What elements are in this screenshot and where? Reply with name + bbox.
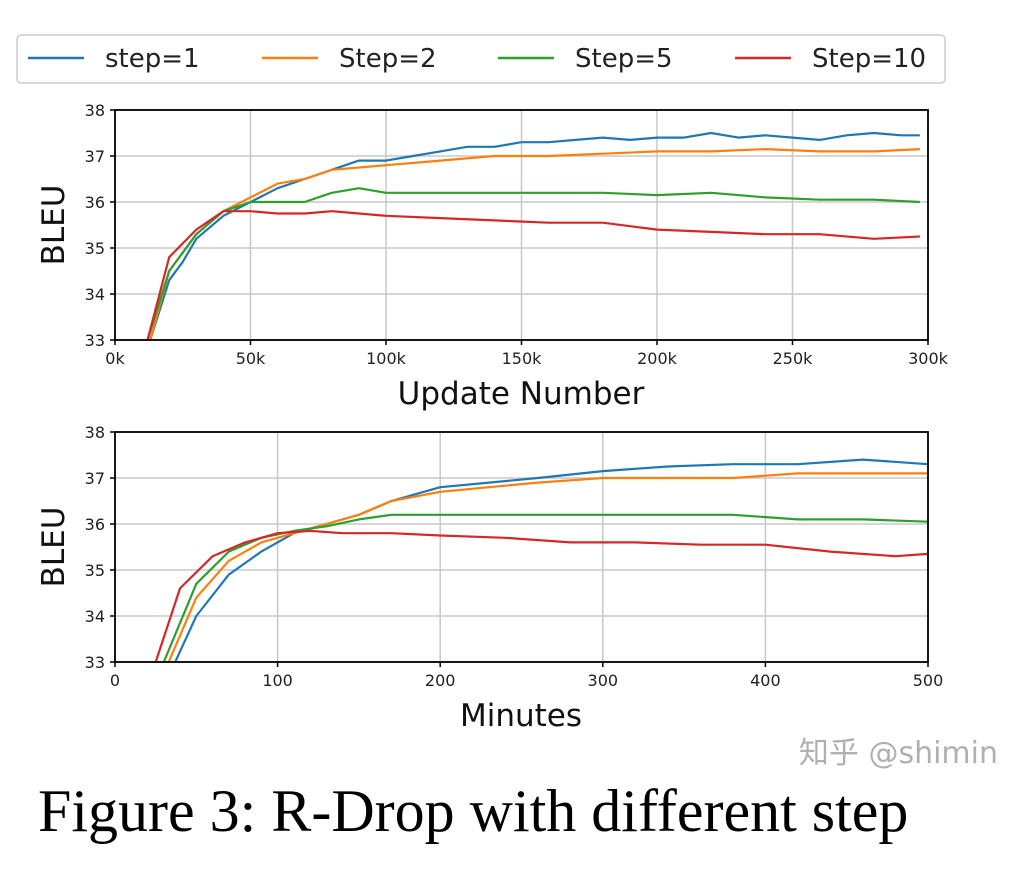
chart-minutes: 0 100 200 300 400 500 33 34 35 36 37 38 bbox=[85, 423, 944, 690]
legend-label-2: Step=5 bbox=[575, 44, 673, 74]
y-tick-label: 36 bbox=[85, 193, 105, 212]
y-tick-label: 37 bbox=[85, 469, 105, 488]
y-axis-label-bottom: BLEU bbox=[36, 507, 72, 588]
y-tick-label: 38 bbox=[85, 101, 105, 120]
y-axis-label-top: BLEU bbox=[36, 185, 72, 266]
y-tick-label: 34 bbox=[85, 285, 105, 304]
x-tick-label: 200k bbox=[637, 349, 678, 368]
chart-update-number: 0k 50k 100k 150k 200k 250k 300k 33 34 35 36 37 38 bbox=[85, 101, 949, 368]
series-line-step-1 bbox=[174, 458, 929, 663]
x-tick-label: 100 bbox=[262, 671, 293, 690]
legend-label-1: Step=2 bbox=[339, 44, 437, 74]
y-tick-label: 34 bbox=[85, 607, 105, 626]
legend-label-0: step=1 bbox=[105, 44, 200, 74]
y-tick-label: 37 bbox=[85, 147, 105, 166]
series-line-step-1 bbox=[149, 131, 920, 341]
x-tick-label: 0k bbox=[105, 349, 125, 368]
plot-frame bbox=[114, 109, 929, 341]
x-tick-label: 200 bbox=[425, 671, 456, 690]
x-tick-label: 250k bbox=[773, 349, 814, 368]
y-tick-label: 35 bbox=[85, 561, 105, 580]
x-tick-label: 150k bbox=[502, 349, 543, 368]
x-tick-label: 300 bbox=[588, 671, 619, 690]
legend-label-3: Step=10 bbox=[812, 44, 926, 74]
watermark: 知乎 @shimin bbox=[798, 736, 998, 771]
x-tick-label: 500 bbox=[913, 671, 944, 690]
figure-caption: Figure 3: R-Drop with different step bbox=[38, 778, 909, 844]
x-axis-label-top: Update Number bbox=[398, 376, 645, 412]
series-line-step-10 bbox=[146, 210, 920, 341]
x-tick-label: 300k bbox=[908, 349, 949, 368]
legend: step=1 Step=2 Step=5 Step=10 bbox=[16, 34, 946, 84]
series-line-step-10 bbox=[154, 529, 929, 663]
x-axis-label-bottom: Minutes bbox=[460, 698, 582, 734]
series-line-step-5 bbox=[146, 187, 920, 341]
y-tick-label: 33 bbox=[85, 653, 105, 672]
series-line-step-2 bbox=[167, 472, 928, 663]
y-tick-label: 35 bbox=[85, 239, 105, 258]
y-tick-label: 38 bbox=[85, 423, 105, 442]
series-line-step-5 bbox=[162, 513, 929, 663]
plot-frame bbox=[114, 431, 929, 663]
x-tick-label: 0 bbox=[110, 671, 120, 690]
legend-box bbox=[16, 34, 946, 84]
x-tick-label: 100k bbox=[366, 349, 407, 368]
y-tick-label: 33 bbox=[85, 331, 105, 350]
x-tick-label: 400 bbox=[750, 671, 781, 690]
series-line-step-2 bbox=[149, 148, 920, 341]
x-tick-label: 50k bbox=[236, 349, 266, 368]
y-tick-label: 36 bbox=[85, 515, 105, 534]
